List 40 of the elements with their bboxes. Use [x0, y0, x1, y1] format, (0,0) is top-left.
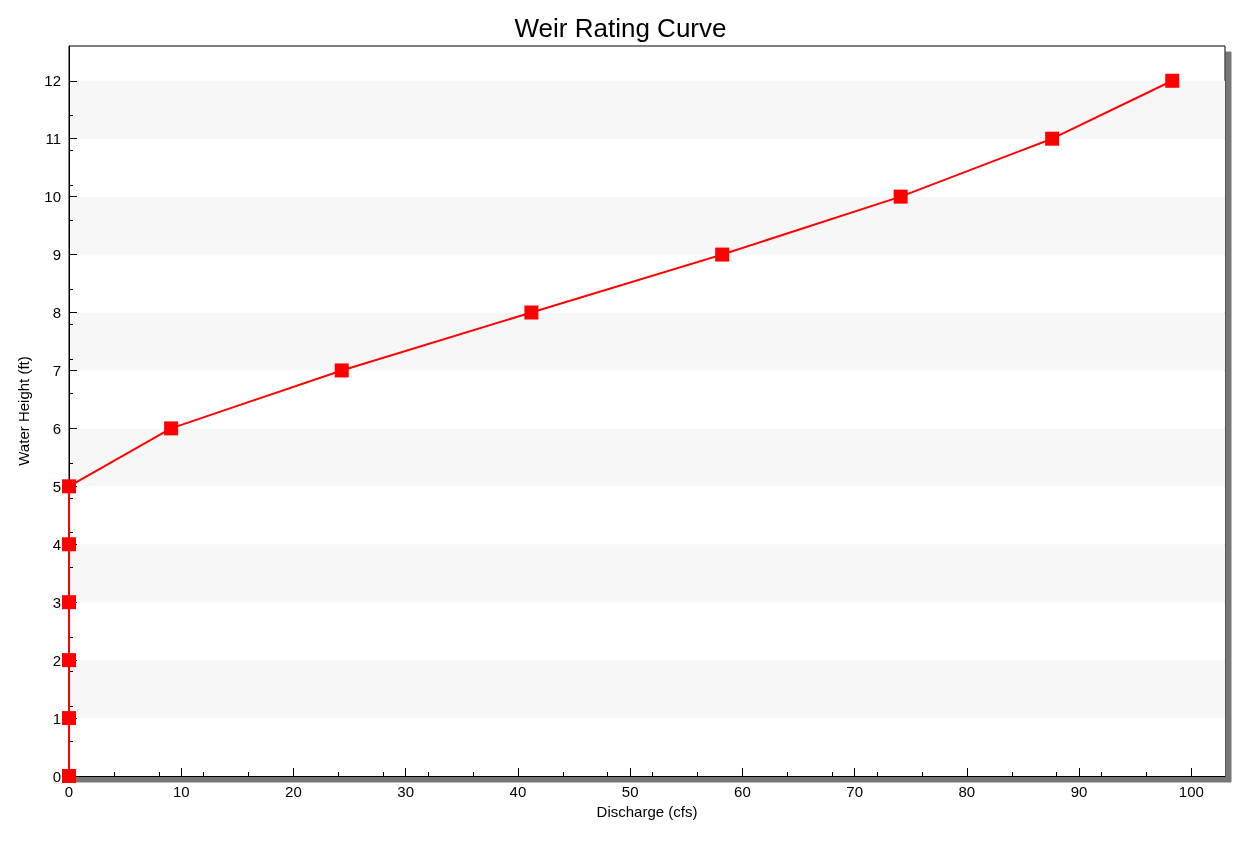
- y-tick-label: 9: [52, 246, 61, 264]
- y-tick-label: 3: [52, 593, 61, 611]
- point: [62, 711, 76, 726]
- x-tick-label: 30: [397, 783, 415, 800]
- y-tick-label: 12: [44, 72, 61, 90]
- x-tick-label: 90: [1070, 783, 1088, 800]
- x-tick-label: 10: [172, 783, 190, 800]
- x-tick-label: 50: [621, 783, 639, 800]
- x-tick-label: 100: [1178, 783, 1204, 800]
- x-tick-label: 20: [285, 783, 302, 800]
- x-axis-title: Discharge (cfs): [596, 802, 698, 820]
- x-tick-label: 80: [958, 783, 976, 800]
- point: [715, 247, 730, 262]
- y-tick-label: 2: [52, 651, 61, 669]
- x-tick-label: 40: [509, 783, 527, 800]
- point: [334, 363, 349, 378]
- y-tick-label: 5: [52, 477, 61, 495]
- point: [62, 769, 76, 783]
- point: [62, 653, 76, 668]
- chart-title: Weir Rating Curve: [514, 13, 727, 43]
- y-tick-label: 1: [52, 709, 61, 727]
- x-tick-label: 60: [734, 783, 751, 800]
- y-tick-label: 4: [52, 535, 61, 553]
- point: [164, 421, 179, 436]
- y-tick-label: 0: [52, 767, 61, 785]
- point: [893, 189, 908, 204]
- y-tick-label: 6: [52, 419, 61, 437]
- y-tick-label: 10: [44, 188, 61, 206]
- x-tick-label: 0: [64, 783, 74, 800]
- y-axis-title: Water Height (ft): [15, 356, 32, 466]
- y-tick-label: 8: [52, 304, 61, 322]
- point: [62, 595, 76, 610]
- point: [1045, 131, 1060, 146]
- x-tick-label: 70: [846, 783, 863, 800]
- point: [1165, 73, 1180, 88]
- point: [62, 537, 76, 552]
- y-tick-label: 7: [52, 361, 61, 379]
- y-tick-label: 11: [45, 130, 61, 148]
- point: [62, 479, 76, 494]
- point: [524, 305, 539, 320]
